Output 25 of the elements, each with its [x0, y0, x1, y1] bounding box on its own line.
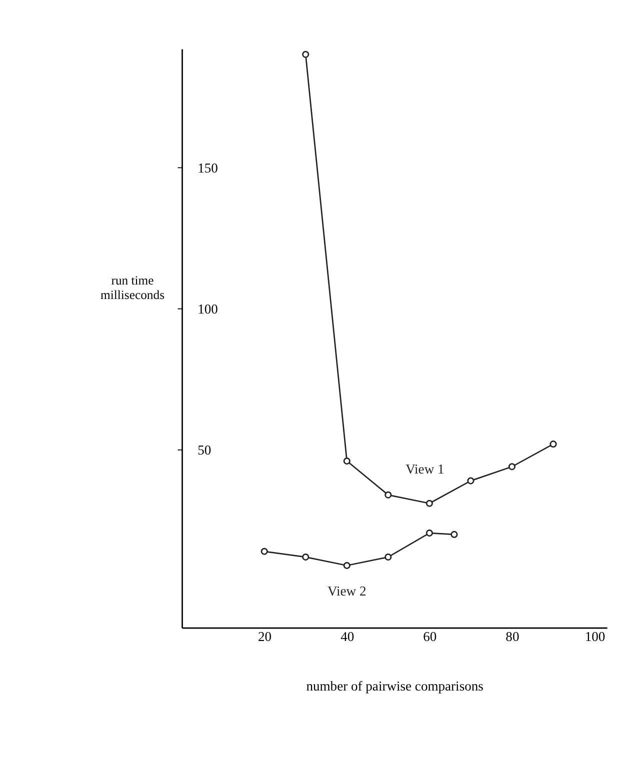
point [343, 562, 350, 570]
y-tick-label: 50 [198, 442, 212, 458]
x-tick-label: 20 [258, 628, 272, 644]
series-label: View 2 [328, 583, 366, 598]
x-axis-title: number of pairwise comparisons [306, 678, 484, 694]
point [467, 477, 474, 484]
x-tick-label: 40 [340, 628, 354, 644]
y-axis-title: run time milliseconds [100, 273, 165, 302]
y-tick-label: 100 [198, 302, 218, 317]
x-tick-label: 80 [506, 628, 520, 644]
x-tick-label: 100 [584, 628, 606, 644]
point [384, 554, 392, 561]
point [508, 463, 516, 470]
point [384, 491, 392, 498]
point [426, 500, 433, 507]
point [343, 458, 350, 465]
y-tick-label: 150 [198, 160, 218, 176]
point [450, 530, 458, 538]
point [426, 530, 433, 537]
series-label: View 1 [406, 462, 444, 477]
point [302, 50, 310, 58]
x-tick-label: 60 [423, 628, 437, 644]
point [550, 440, 557, 448]
point [260, 548, 268, 555]
point [302, 554, 310, 561]
